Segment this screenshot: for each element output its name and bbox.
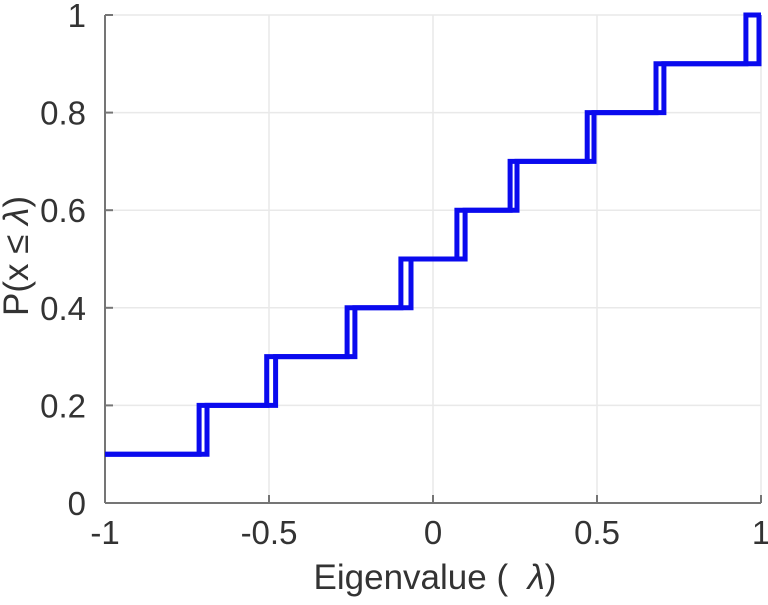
x-axis-title-prefix: Eigenvalue (	[314, 558, 528, 597]
tick-marks	[104, 14, 762, 504]
x-tick-label: 1	[752, 514, 768, 551]
y-tick-labels: 0 0.2 0.4 0.6 0.8 1	[40, 0, 86, 522]
x-tick-label: -0.5	[241, 514, 298, 551]
x-tick-label: 0.5	[574, 514, 620, 551]
x-tick-label: 0	[424, 514, 442, 551]
y-tick-label: 1	[68, 0, 86, 34]
lambda-symbol: λ	[0, 208, 36, 227]
lambda-symbol: λ	[526, 558, 545, 597]
ecdf-staircase-right	[105, 12, 762, 457]
x-tick-label: -1	[90, 514, 119, 551]
y-axis-title-prefix: P(x ≤	[0, 225, 36, 316]
y-tick-label: 0.4	[40, 290, 86, 327]
y-tick-label: 0.8	[40, 95, 86, 132]
y-tick-label: 0.6	[40, 192, 86, 229]
y-tick-label: 0	[68, 485, 86, 522]
x-tick-labels: -1 -0.5 0 0.5 1	[90, 514, 768, 551]
ecdf-curves	[105, 12, 762, 457]
x-axis-title-suffix: )	[545, 558, 557, 597]
ecdf-staircase-left	[105, 12, 761, 457]
y-axis-title-suffix: )	[0, 196, 36, 208]
y-tick-label: 0.2	[40, 387, 86, 424]
x-axis-title: Eigenvalue ( λ)	[314, 558, 557, 597]
y-axis-title: P(x ≤ λ)	[0, 196, 36, 316]
